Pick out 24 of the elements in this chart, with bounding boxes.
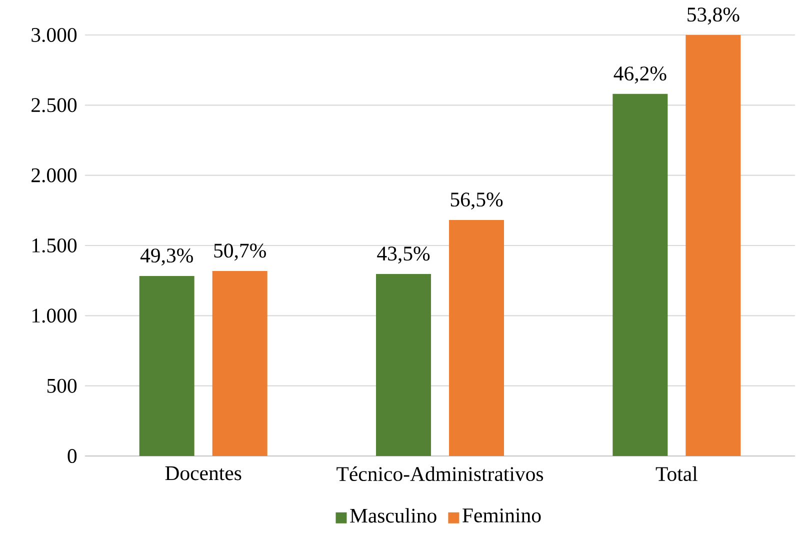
legend-label: Masculino	[350, 508, 436, 523]
x-tick-label: Docentes	[165, 466, 242, 480]
x-tick-label: Técnico-Administrativos	[336, 466, 544, 482]
bar	[376, 274, 432, 456]
text: 53,8%	[688, 8, 740, 25]
legend-label: Feminino	[462, 508, 541, 522]
bar	[449, 220, 504, 456]
annotation: 46,2%	[614, 66, 666, 84]
y-tick-label: 1.000	[32, 308, 77, 323]
bar	[686, 34, 741, 456]
y-tick-label: 1.500	[32, 238, 77, 253]
annotation: 56,5%	[450, 192, 503, 210]
annotation: 49,3%	[140, 248, 193, 266]
y-tick-label: 2.000	[32, 168, 77, 182]
bar	[612, 94, 668, 456]
bar	[212, 271, 268, 456]
y-tick-label: 3.000	[32, 28, 77, 42]
y-tick-label: 0	[68, 449, 77, 463]
y-tick-label: 500	[47, 378, 77, 393]
bar	[139, 276, 194, 456]
annotation: 43,5%	[377, 246, 430, 264]
x-tick-label: Total	[656, 466, 698, 482]
y-tick-label: 2.500	[32, 98, 77, 112]
annotation: 50,7%	[214, 244, 266, 261]
